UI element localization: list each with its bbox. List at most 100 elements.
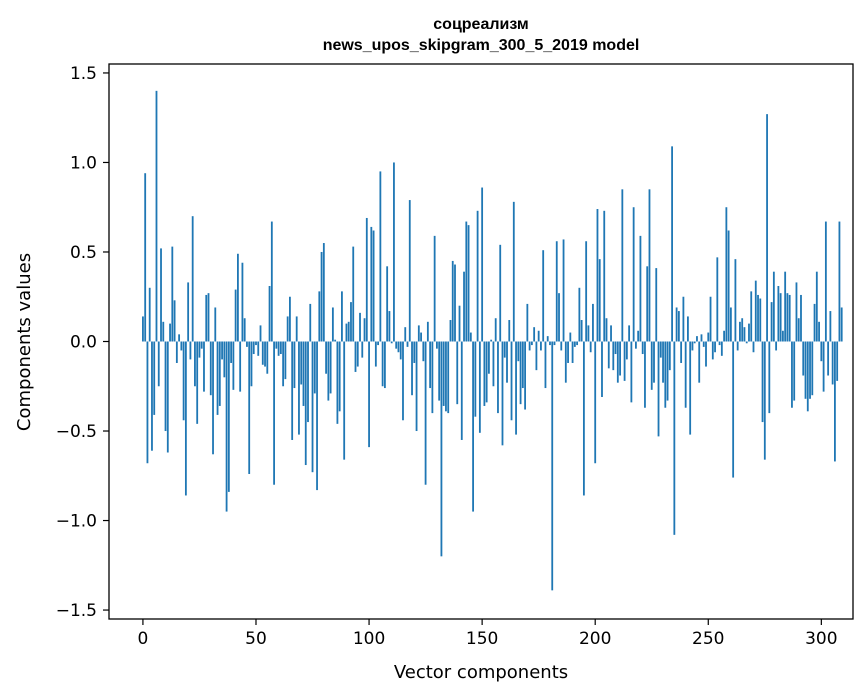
bar xyxy=(189,341,192,360)
bar xyxy=(512,201,515,342)
bar xyxy=(218,341,221,406)
bar xyxy=(759,298,762,342)
bar xyxy=(757,294,759,342)
bar xyxy=(811,341,814,396)
bar xyxy=(827,341,830,376)
bar xyxy=(788,294,791,342)
bar xyxy=(289,296,291,342)
bar xyxy=(365,217,368,342)
bar xyxy=(257,341,260,356)
bar xyxy=(492,341,495,387)
bar xyxy=(535,341,538,371)
bar xyxy=(766,114,768,342)
bar xyxy=(320,251,323,342)
bar xyxy=(659,341,662,358)
x-tick-label: 150 xyxy=(466,629,498,649)
bar xyxy=(187,282,190,342)
bar xyxy=(664,341,667,408)
bar xyxy=(417,325,420,342)
bar xyxy=(546,336,549,342)
bar xyxy=(390,341,393,344)
bar xyxy=(635,341,637,349)
bar xyxy=(506,341,508,383)
bar xyxy=(736,341,739,351)
bar xyxy=(334,339,337,342)
bar xyxy=(804,341,807,399)
bar xyxy=(460,341,463,440)
bar xyxy=(580,320,583,342)
bar xyxy=(680,341,683,363)
bar xyxy=(402,341,404,421)
bar xyxy=(223,341,226,378)
bar xyxy=(408,200,411,342)
bar xyxy=(322,243,325,342)
bar xyxy=(307,341,309,423)
bar xyxy=(711,341,714,360)
bar xyxy=(169,323,171,342)
bar xyxy=(562,239,565,342)
bar xyxy=(311,341,314,473)
y-tick-label: −1.5 xyxy=(56,601,97,621)
bar xyxy=(612,341,615,371)
bar xyxy=(662,341,664,383)
bar xyxy=(582,341,585,496)
bar xyxy=(598,259,601,342)
bar xyxy=(379,171,382,342)
y-tick-label: −1.0 xyxy=(56,512,97,532)
bar xyxy=(142,316,144,342)
bar xyxy=(497,341,499,414)
bar xyxy=(345,323,348,342)
bar xyxy=(203,341,205,392)
bar xyxy=(239,341,242,392)
bar xyxy=(216,341,219,415)
bar xyxy=(338,341,341,412)
bar xyxy=(671,146,673,342)
bar xyxy=(666,341,669,401)
bar xyxy=(426,321,429,342)
bar xyxy=(447,341,450,414)
bar xyxy=(508,320,511,342)
bar xyxy=(601,341,603,397)
bar xyxy=(255,341,257,346)
bar xyxy=(458,305,461,342)
bar xyxy=(291,341,294,440)
bar xyxy=(553,341,556,346)
bar xyxy=(209,341,212,396)
bar xyxy=(393,162,395,342)
bar xyxy=(596,209,599,342)
bar xyxy=(838,221,841,342)
bar xyxy=(160,248,162,342)
bar xyxy=(363,318,366,342)
bar xyxy=(243,318,246,342)
bar xyxy=(261,341,264,365)
bar xyxy=(716,257,719,342)
bar xyxy=(802,341,805,376)
bar xyxy=(585,241,588,342)
bar xyxy=(682,296,685,342)
bar xyxy=(295,316,298,342)
bar xyxy=(467,225,470,342)
bar xyxy=(779,293,782,342)
bar xyxy=(298,341,300,435)
bar xyxy=(725,207,728,342)
bar xyxy=(732,341,735,478)
bar xyxy=(494,318,497,342)
bar xyxy=(648,189,651,342)
bar xyxy=(558,293,560,342)
bar xyxy=(813,303,816,342)
bar xyxy=(162,321,165,342)
bar xyxy=(668,341,671,371)
bar xyxy=(356,341,359,367)
bar xyxy=(279,341,282,355)
bar xyxy=(781,330,784,342)
bar xyxy=(214,307,217,342)
bar xyxy=(752,341,755,353)
y-tick-label: 1.0 xyxy=(70,153,97,173)
bar xyxy=(318,291,321,342)
bar xyxy=(687,316,689,342)
bar xyxy=(166,341,169,453)
bar xyxy=(282,341,285,387)
bar xyxy=(465,221,468,342)
y-tick-label: 1.5 xyxy=(70,64,97,84)
bar xyxy=(743,327,746,342)
